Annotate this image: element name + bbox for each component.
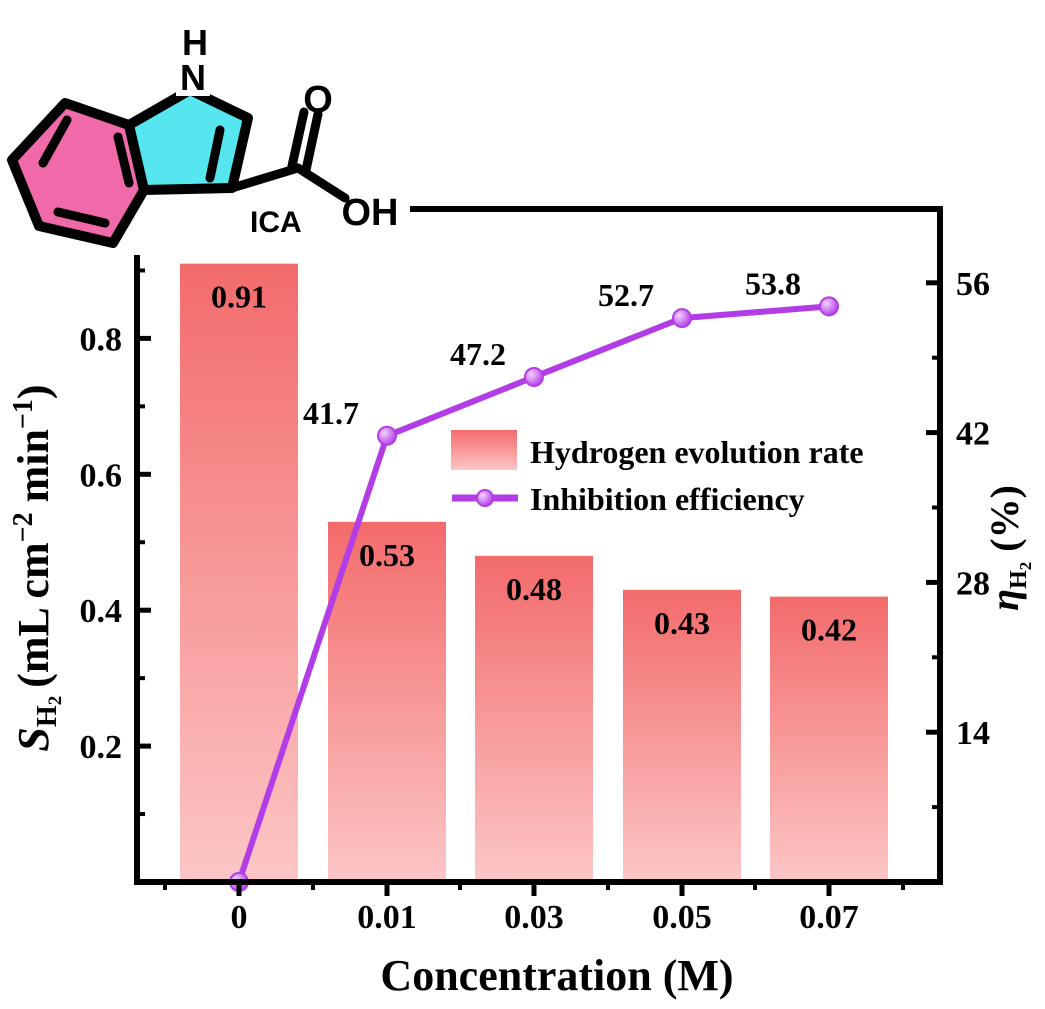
bar-0.07 <box>770 596 888 882</box>
bars-layer <box>180 263 888 882</box>
svg-text:ηH2(%): ηH2 (%) <box>982 485 1035 611</box>
bar-value-label-0.07: 0.42 <box>801 612 857 648</box>
bar-0 <box>180 263 298 882</box>
right-tick-label: 28 <box>956 565 990 602</box>
molecule-inner-bonds <box>38 107 350 228</box>
efficiency-point-0.07 <box>819 296 839 317</box>
right-title-unit: (%) <box>982 485 1027 552</box>
left-title-exp2: −1 <box>8 399 39 429</box>
left-title-exp1: −2 <box>8 512 39 542</box>
right-title-symbol: η <box>982 589 1027 611</box>
left-tick-label: 0.6 <box>80 457 123 494</box>
right-tick-label: 42 <box>956 416 990 453</box>
right-axis-ticks: 14 28 42 56 <box>926 266 990 810</box>
right-axis-title: ηH2 (%) <box>982 485 1035 611</box>
right-title-sub: H <box>1006 570 1032 589</box>
left-title-unit-close: ) <box>9 384 58 399</box>
x-tick-label: 0 <box>231 899 248 936</box>
bar-value-label-0: 0.91 <box>211 279 267 315</box>
x-tick-label: 0.05 <box>652 899 712 936</box>
left-axis-title: SH2 (mL cm−2 min−1) <box>8 384 66 751</box>
efficiency-value-label-0.05: 52.7 <box>598 277 654 313</box>
ica-molecule: N H O OH ICA <box>7 22 399 248</box>
x-tick-label: 0.07 <box>799 899 859 936</box>
left-title-unit-open: (mL cm <box>9 542 58 687</box>
bar-value-label-0.03: 0.48 <box>506 571 562 607</box>
right-tick-label: 14 <box>956 715 990 752</box>
left-title-sub: H <box>32 705 63 727</box>
efficiency-point-0.03 <box>524 366 544 387</box>
legend-line-label: Inhibition efficiency <box>530 481 805 517</box>
bar-value-label-0.01: 0.53 <box>359 537 415 573</box>
efficiency-line-layer <box>229 296 839 892</box>
left-title-unit-mid: min <box>9 429 58 502</box>
legend-line-marker <box>476 489 494 507</box>
plot-frame <box>134 206 943 882</box>
x-tick-label: 0.03 <box>504 899 564 936</box>
molecule-nh-n: N <box>180 57 206 98</box>
svg-text:SH2(mL cm−2min−1): SH2 (mL cm−2 min−1) <box>8 384 66 751</box>
molecule-carbonyl-o: O <box>303 79 333 121</box>
legend-bar-label: Hydrogen evolution rate <box>530 434 864 470</box>
bar-0.05 <box>623 589 741 882</box>
data-labels-layer: 0.91 0.53 0.48 0.43 0.42 41.7 47.2 52.7 53.8 <box>211 265 857 647</box>
left-tick-label: 0.8 <box>80 321 123 358</box>
x-tick-label: 0.01 <box>357 899 417 936</box>
efficiency-value-label-0.01: 41.7 <box>303 395 359 431</box>
efficiency-value-label-0.03: 47.2 <box>450 336 506 372</box>
bar-0.01 <box>328 521 446 882</box>
legend: Hydrogen evolution rate Inhibition effic… <box>451 430 864 517</box>
efficiency-value-label-0.07: 53.8 <box>745 265 801 301</box>
x-axis-ticks: 0 0.01 0.03 0.05 0.07 <box>163 882 905 936</box>
left-title-symbol: S <box>9 727 58 751</box>
left-tick-label: 0.2 <box>80 729 123 766</box>
molecule-hydroxyl: OH <box>342 192 399 234</box>
efficiency-point-0.01 <box>377 425 397 446</box>
right-tick-label: 56 <box>956 266 990 303</box>
molecule-name: ICA <box>250 206 302 239</box>
efficiency-point-0.05 <box>672 308 692 329</box>
right-title-subsub: 2 <box>1016 562 1035 571</box>
left-axis-ticks: 0.2 0.4 0.6 0.8 <box>80 268 151 817</box>
molecule-nh-h: H <box>182 22 208 63</box>
legend-bar-swatch <box>451 430 517 470</box>
x-axis-title: Concentration (M) <box>380 951 733 1000</box>
left-tick-label: 0.4 <box>80 593 123 630</box>
pyrrole-ring <box>124 85 253 195</box>
left-title-subsub: 2 <box>45 696 66 706</box>
bar-0.03 <box>475 555 593 882</box>
bar-value-label-0.05: 0.43 <box>654 605 710 641</box>
